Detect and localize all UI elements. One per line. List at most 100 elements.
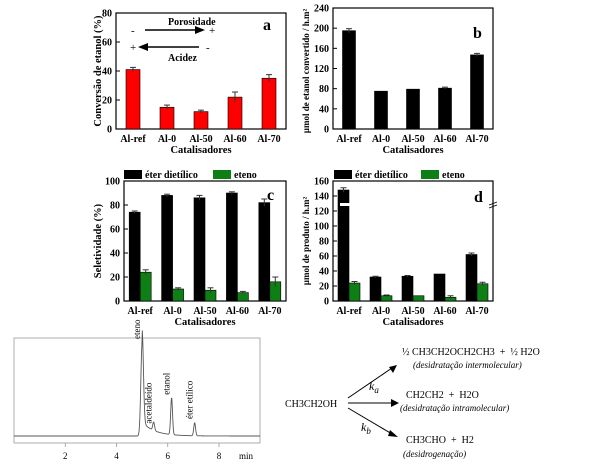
legend-swatch-ethene-d [421,170,439,179]
legend-label-ethene-c: eteno [234,170,257,181]
reaction-scheme: CH3CH2OH ka kb ½ CH3CH2OCH2CH3 + ½ H2O (… [285,347,540,459]
y-tick-label-d-7: 140 [314,192,329,203]
scheme-reactant: CH3CH2OH [285,399,337,410]
peak-label-0: eteno [132,319,142,339]
gc-x-tick-label-0: 2 [63,451,68,461]
porosity-label: Porosidade [168,17,216,28]
y-axis-label-d: µmol de produto / h.m² [301,196,311,285]
marks-a: 0 20 40 60 80 Al-ref Al-0 Al-50 Al-60 Al-70 [102,9,281,146]
y-axis-label-a: Conversão de etanol (%) [93,15,104,127]
x-tick-label-b-0: Al-ref [336,134,362,145]
product-ether-note: (desidratação intermolecular) [413,360,522,370]
chart-b: b µmol de etanol convertido / h.m² Catal… [301,4,494,156]
bar-c-0-3 [226,192,238,302]
x-tick-label-c-1: Al-0 [163,306,181,317]
legend-label-ether-d: éter dietílico [355,170,408,181]
x-axis-label-d: Catalisadores [382,317,443,328]
bar-c-1-3 [237,292,249,302]
peak-label-3: éter etílico [185,380,195,419]
legend-c: éter dietílico eteno [124,170,257,181]
x-tick-label-a-0: Al-ref [120,134,146,145]
y-tick-label-d-6: 120 [314,207,329,218]
bar-c-0-0 [128,211,141,302]
bar-d-0-3 [433,273,446,302]
bar-a-0-2 [193,111,209,130]
y-tick-label-b-4: 160 [314,44,329,55]
y-tick-label-b-6: 240 [314,4,329,15]
y-tick-label-c-5: 100 [105,177,120,188]
bar-c-0-4 [258,202,271,302]
acidity-arrowhead [138,43,148,51]
arrow-to-acetaldehyde [347,407,393,435]
rate-constant-b: kb [361,420,371,436]
x-axis-label-b: Catalisadores [382,145,443,156]
marks-gc: 2 4 6 8 eteno acetaldeído etanol éter etílico [14,319,260,461]
legend-label-ethene-d: eteno [442,170,465,181]
y-tick-label-c-4: 80 [110,201,120,212]
porosity-arrowhead [195,26,205,34]
chromatogram-trace [14,330,260,437]
rate-constant-a: ka [369,379,379,395]
x-axis-label-c: Catalisadores [174,317,235,328]
bar-b-0-4 [470,54,484,130]
axis-break-mark [488,201,498,209]
panel-label-a: a [263,17,271,34]
legend-d: éter dietílico eteno [334,170,465,181]
y-tick-label-b-1: 40 [319,104,329,115]
bar-a-0-1 [159,106,175,130]
chart-a: a Conversão de etanol (%) Catalisadores … [93,9,287,156]
product-acetaldehyde: CH3CHO + H2 [406,435,474,446]
peak-label-1: acetaldeído [144,382,154,423]
legend-swatch-ethene-c [213,170,231,179]
y-tick-label-b-0: 0 [324,125,329,136]
x-tick-label-b-3: Al-60 [433,134,456,145]
y-tick-label-a-4: 80 [102,9,112,20]
x-tick-label-c-4: Al-70 [258,306,281,317]
y-axis-label-b: µmol de etanol convertido / h.m² [301,9,311,134]
bar-c-1-1 [172,288,184,302]
chromatogram-x-unit: min [239,451,254,461]
legend-swatch-ether-c [124,170,142,179]
bar-d-1-4 [476,283,489,302]
y-tick-label-d-1: 20 [319,282,329,293]
acidity-minus: - [206,42,210,54]
bar-b-0-2 [406,88,420,130]
product-ethene-note: (desidratação intramolecular) [400,403,509,413]
axis-break-bar [340,203,354,206]
chromatogram: min 2 4 6 8 eteno acetaldeído etanol éter etíli… [13,319,261,461]
x-tick-label-a-3: Al-60 [223,134,246,145]
y-tick-label-b-2: 80 [319,84,329,95]
bar-b-0-1 [374,90,388,130]
x-tick-label-d-1: Al-0 [372,306,390,317]
x-tick-label-d-0: Al-ref [336,306,362,317]
marks-d: 0 20 40 60 80 100 120 140 160 Al-ref Al-0 Al-50 Al-6… [314,177,489,318]
bar-b-0-3 [438,87,452,130]
chromatogram-frame [13,337,261,444]
arrowhead-to-ether [389,365,397,373]
marks-b: 0 40 80 120 160 200 240 Al-ref Al-0 Al-50 Al-60 Al-… [314,4,489,146]
y-tick-label-d-2: 40 [319,267,329,278]
y-tick-label-b-3: 120 [314,64,329,75]
panel-label-b: b [473,25,482,42]
y-tick-label-a-1: 20 [102,96,112,107]
acidity-label: Acidez [168,53,197,64]
x-tick-label-c-2: Al-50 [193,306,216,317]
bar-a-0-4 [261,77,277,130]
chart-c: c Seletividade (%) Catalisadores éter di… [93,170,287,328]
x-tick-label-b-1: Al-0 [372,134,390,145]
x-tick-label-a-2: Al-50 [189,134,212,145]
bar-d-1-2 [412,295,425,302]
bar-d-0-1 [369,276,382,302]
y-tick-label-d-8: 160 [314,177,329,188]
panel-label-c: c [267,187,274,204]
bar-c-1-0 [139,271,152,302]
arrowhead-to-ethene [391,399,399,407]
y-tick-label-d-3: 60 [319,252,329,263]
product-acetaldehyde-note: (desidrogenação) [403,449,466,459]
y-tick-label-a-2: 40 [102,67,112,78]
y-tick-label-d-4: 80 [319,237,329,248]
bar-d-1-1 [380,295,393,302]
x-tick-label-d-2: Al-50 [401,306,424,317]
bar-d-0-0 [337,189,350,302]
arrow-to-ether [347,367,393,399]
